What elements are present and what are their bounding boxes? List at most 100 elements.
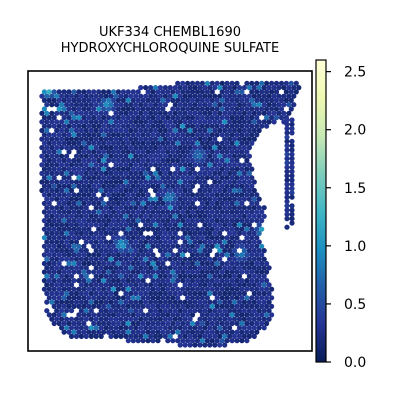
spot: [251, 93, 257, 99]
spot: [251, 325, 257, 331]
spot: [177, 119, 183, 125]
spot: [88, 256, 94, 262]
spot: [194, 278, 201, 284]
spot: [264, 123, 270, 129]
spot: [224, 140, 230, 146]
spot: [231, 239, 238, 245]
spot: [113, 308, 119, 314]
spot: [239, 269, 245, 275]
spot: [180, 97, 186, 103]
spot: [175, 89, 181, 95]
spot: [167, 256, 173, 262]
spot: [96, 97, 102, 103]
spot: [123, 299, 129, 305]
spot: [284, 117, 290, 123]
spot: [234, 226, 240, 232]
spot: [209, 140, 215, 146]
spot: [259, 80, 265, 86]
spot: [202, 93, 208, 99]
spot: [212, 179, 218, 185]
spot: [123, 102, 129, 108]
spot: [172, 145, 178, 151]
spot: [108, 187, 114, 194]
spot: [145, 200, 151, 206]
spot: [41, 235, 48, 241]
spot: [182, 110, 188, 116]
spot: [133, 299, 139, 305]
spot: [197, 325, 203, 331]
spot: [165, 140, 171, 146]
spot: [266, 290, 272, 297]
spot: [110, 132, 117, 138]
spot: [182, 316, 188, 322]
spot: [187, 187, 193, 194]
spot: [246, 333, 252, 339]
spot: [115, 132, 121, 138]
spot: [241, 256, 247, 262]
spot: [46, 183, 52, 189]
spot: [78, 170, 84, 176]
spot: [73, 222, 80, 228]
spot: [44, 222, 50, 228]
spot: [54, 248, 60, 254]
spot: [64, 162, 70, 168]
spot: [192, 196, 198, 202]
spot: [229, 218, 235, 224]
spot: [192, 110, 198, 116]
spot: [125, 149, 131, 155]
spot: [264, 80, 270, 86]
spot: [83, 333, 89, 339]
spot: [110, 235, 117, 241]
spot: [254, 243, 260, 249]
spot: [130, 312, 136, 318]
spot: [162, 153, 168, 159]
spot: [187, 145, 193, 151]
spot: [177, 308, 183, 314]
spot: [227, 93, 233, 99]
spot: [41, 140, 48, 146]
spot: [209, 303, 215, 309]
spot: [115, 295, 121, 301]
spot: [170, 218, 176, 224]
spot: [81, 192, 87, 198]
spot: [64, 127, 70, 134]
spot: [125, 286, 131, 292]
spot: [241, 222, 247, 228]
spot: [222, 333, 228, 339]
spot: [73, 162, 80, 168]
spot: [133, 153, 139, 159]
spot: [192, 170, 198, 176]
spot: [138, 110, 144, 116]
spot: [182, 93, 188, 99]
spot: [54, 179, 60, 185]
spot: [284, 147, 290, 153]
spot: [138, 273, 144, 279]
spot: [194, 192, 201, 198]
spot: [98, 265, 104, 271]
spot: [234, 295, 240, 301]
spot: [120, 295, 126, 301]
spot: [185, 200, 191, 206]
spot: [83, 93, 89, 99]
spot: [246, 273, 252, 279]
spot: [140, 278, 146, 284]
spot: [239, 338, 245, 344]
spot: [150, 260, 156, 267]
spot: [140, 252, 146, 258]
spot: [135, 329, 141, 335]
spot: [251, 333, 257, 339]
spot: [165, 252, 171, 258]
spot: [54, 102, 60, 108]
spot: [207, 170, 213, 176]
spot: [64, 308, 70, 314]
spot: [78, 273, 84, 279]
spot: [224, 89, 230, 95]
spot: [128, 256, 134, 262]
spot: [278, 115, 285, 121]
spot: [197, 110, 203, 116]
spot: [93, 153, 99, 159]
spot: [217, 110, 223, 116]
spot: [81, 157, 87, 164]
spot: [180, 286, 186, 292]
